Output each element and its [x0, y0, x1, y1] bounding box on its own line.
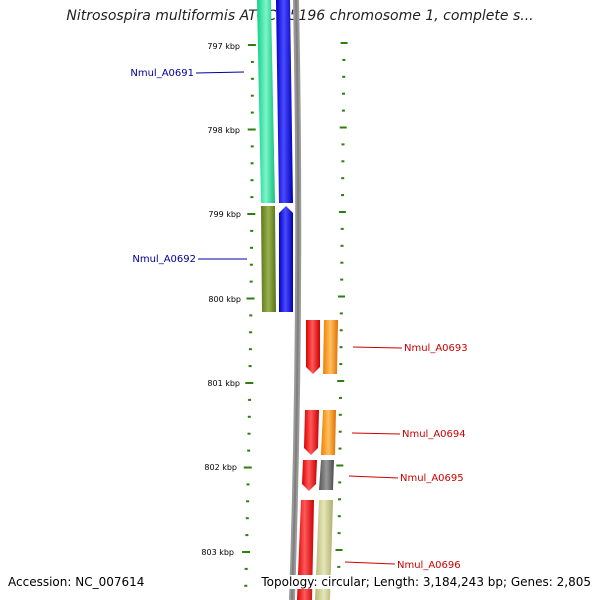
- gene-label-a0696[interactable]: Nmul_A0696: [397, 560, 461, 571]
- minor-tick: [250, 77, 254, 80]
- major-tick: [247, 128, 256, 131]
- minor-tick: [250, 196, 254, 199]
- minor-tick: [250, 229, 254, 232]
- minor-tick: [338, 413, 342, 416]
- minor-tick: [341, 177, 345, 180]
- leader-line-a0693: [352, 346, 403, 349]
- minor-tick: [249, 331, 253, 334]
- gene-label-a0694[interactable]: Nmul_A0694: [402, 429, 466, 440]
- minor-tick: [248, 398, 252, 401]
- tick-label-802: 802 kbp: [204, 463, 237, 472]
- gene-feature-red-a0695[interactable]: [302, 460, 317, 491]
- minor-tick: [250, 145, 254, 148]
- major-tick: [245, 382, 254, 384]
- minor-tick: [340, 227, 344, 230]
- minor-tick: [246, 483, 250, 486]
- gene-label-a0695[interactable]: Nmul_A0695: [400, 473, 464, 484]
- minor-tick: [341, 194, 344, 197]
- major-tick: [340, 42, 348, 44]
- minor-tick: [250, 94, 254, 97]
- map-title: Nitrosospira multiformis ATCC 25196 chro…: [66, 8, 534, 24]
- major-tick: [336, 464, 344, 467]
- gene-feature-gray-a0695[interactable]: [319, 460, 334, 490]
- gene-label-a0691[interactable]: Nmul_A0691: [130, 68, 194, 79]
- major-tick: [243, 466, 252, 469]
- major-tick: [247, 44, 256, 46]
- gene-label-a0692[interactable]: Nmul_A0692: [132, 254, 196, 265]
- minor-tick: [244, 567, 248, 570]
- minor-tick: [340, 261, 344, 264]
- major-tick: [338, 295, 345, 298]
- leader-line-a0694: [351, 432, 401, 435]
- gene-feature-red-a0694[interactable]: [304, 410, 319, 455]
- minor-tick: [339, 396, 342, 399]
- minor-tick: [250, 179, 254, 182]
- leader-line-a0696: [344, 561, 396, 565]
- minor-tick: [338, 498, 341, 501]
- minor-tick: [341, 109, 345, 112]
- gene-feature-red-a0693[interactable]: [306, 320, 320, 374]
- minor-tick: [340, 278, 344, 281]
- outer-scale: [335, 42, 348, 585]
- tick-label-797: 797 kbp: [207, 42, 240, 51]
- minor-tick: [246, 500, 250, 503]
- major-tick: [242, 551, 251, 553]
- minor-tick: [339, 346, 343, 349]
- minor-tick: [342, 75, 346, 78]
- major-tick: [337, 380, 345, 382]
- major-tick: [339, 126, 347, 129]
- minor-tick: [337, 515, 341, 518]
- minor-tick: [245, 517, 249, 520]
- tick-label-798: 798 kbp: [207, 126, 240, 135]
- gene-label-a0693[interactable]: Nmul_A0693: [404, 343, 468, 354]
- tick-label-800: 800 kbp: [208, 295, 241, 304]
- minor-tick: [339, 312, 343, 315]
- minor-tick: [244, 584, 248, 587]
- gene-feature-teal-upper[interactable]: [257, 0, 275, 203]
- accession-text: Accession: NC_007614: [8, 575, 145, 589]
- minor-tick: [342, 58, 346, 61]
- major-tick: [247, 213, 256, 215]
- minor-tick: [250, 162, 254, 165]
- minor-tick: [250, 246, 253, 249]
- minor-tick: [341, 160, 345, 163]
- minor-tick: [247, 415, 251, 418]
- tick-label-801: 801 kbp: [207, 379, 240, 388]
- gene-feature-orange-a0694[interactable]: [321, 410, 336, 455]
- gene-feature-blue-lower[interactable]: [279, 206, 293, 312]
- minor-tick: [337, 532, 341, 535]
- major-tick: [335, 549, 343, 551]
- minor-tick: [247, 432, 251, 435]
- minor-tick: [249, 263, 253, 266]
- leader-line-a0691: [195, 71, 245, 74]
- leader-line-a0695: [348, 475, 399, 479]
- minor-tick: [338, 430, 342, 433]
- major-tick: [246, 297, 255, 300]
- tick-label-799: 799 kbp: [208, 210, 241, 219]
- minor-tick: [338, 481, 342, 484]
- minor-tick: [342, 92, 345, 95]
- tick-label-803: 803 kbp: [201, 548, 234, 557]
- minor-tick: [247, 449, 251, 452]
- minor-tick: [339, 329, 343, 332]
- minor-tick: [249, 314, 253, 317]
- minor-tick: [337, 565, 341, 568]
- gene-feature-blue-upper[interactable]: [276, 0, 293, 203]
- gene-feature-orange-a0693[interactable]: [323, 320, 338, 374]
- minor-tick: [250, 60, 254, 63]
- gene-feature-olive[interactable]: [261, 206, 276, 312]
- minor-tick: [250, 111, 254, 114]
- genome-summary-text: Topology: circular; Length: 3,184,243 bp…: [261, 575, 591, 589]
- minor-tick: [340, 244, 344, 247]
- minor-tick: [248, 348, 252, 351]
- minor-tick: [341, 143, 345, 146]
- minor-tick: [338, 447, 342, 450]
- minor-tick: [248, 365, 252, 368]
- minor-tick: [245, 534, 249, 537]
- minor-tick: [339, 363, 343, 366]
- inner-scale: [242, 44, 256, 587]
- minor-tick: [249, 280, 253, 283]
- major-tick: [338, 211, 346, 213]
